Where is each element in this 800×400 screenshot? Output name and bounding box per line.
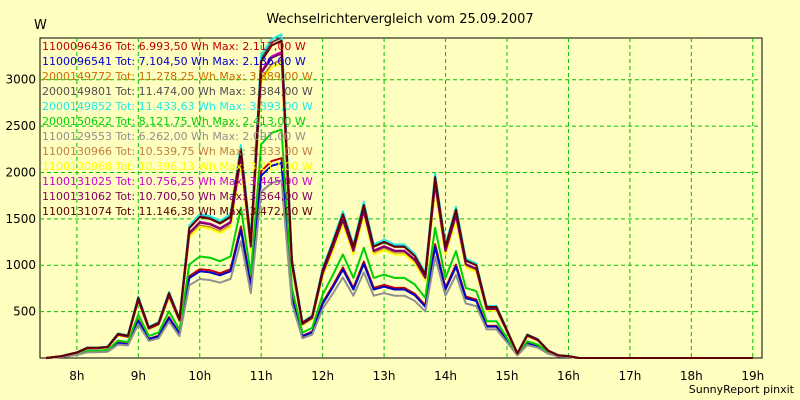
y-tick-label: 2500 [5, 119, 36, 133]
y-axis-unit-label: W [34, 18, 47, 33]
legend-entry-11: 1100131062 Tot: 10.700,50 Wh Max: 3.364,… [42, 190, 313, 203]
y-tick-label: 500 [13, 305, 36, 319]
legend-entry-10: 1100131025 Tot: 10.756,25 Wh Max: 3.445,… [42, 175, 313, 188]
x-tick-label: 18h [680, 369, 703, 383]
x-tick-label: 15h [496, 369, 519, 383]
x-tick-label: 11h [250, 369, 273, 383]
x-tick-label: 13h [373, 369, 396, 383]
legend-entry-8: 1100130966 Tot: 10.539,75 Wh Max: 3.333,… [42, 145, 313, 158]
x-tick-label: 17h [618, 369, 641, 383]
y-tick-label: 3000 [5, 73, 36, 87]
x-tick-label: 14h [434, 369, 457, 383]
x-tick-label: 10h [188, 369, 211, 383]
x-tick-label: 12h [311, 369, 334, 383]
legend-entry-5: 2000149852 Tot: 11.433,63 Wh Max: 3.393,… [42, 100, 313, 113]
legend-entry-4: 2000149801 Tot: 11.474,00 Wh Max: 3.384,… [42, 85, 313, 98]
legend-entry-12: 1100131074 Tot: 11.146,38 Wh Max: 3.472,… [42, 205, 313, 218]
footer-credit: SunnyReport pinxit [688, 383, 794, 396]
legend-entry-2: 1100096541 Tot: 7.104,50 Wh Max: 2.136,0… [42, 55, 306, 68]
series-line-12 [45, 39, 753, 359]
legend-entry-9: 1100130968 Tot: 10.396,13 Wh Max: 3.217,… [42, 160, 313, 173]
chart-title: Wechselrichtervergleich vom 25.09.2007 [266, 12, 534, 27]
x-tick-label: 9h [131, 369, 146, 383]
legend-entry-6: 2000150622 Tot: 8.121,75 Wh Max: 2.413,0… [42, 115, 306, 128]
legend-entry-7: 1100129553 Tot: 6.262,00 Wh Max: 2.091,0… [42, 130, 306, 143]
x-tick-label: 16h [557, 369, 580, 383]
plot-frame [39, 37, 763, 359]
x-tick-label: 19h [741, 369, 764, 383]
x-tick-label: 8h [69, 369, 84, 383]
legend-entry-3: 2000149772 Tot: 11.278,25 Wh Max: 3.389,… [42, 70, 313, 83]
y-tick-label: 1500 [5, 212, 36, 226]
y-tick-label: 1000 [5, 258, 36, 272]
y-tick-label: 2000 [5, 165, 36, 179]
legend-entry-1: 1100096436 Tot: 6.993,50 Wh Max: 2.117,0… [42, 40, 306, 53]
